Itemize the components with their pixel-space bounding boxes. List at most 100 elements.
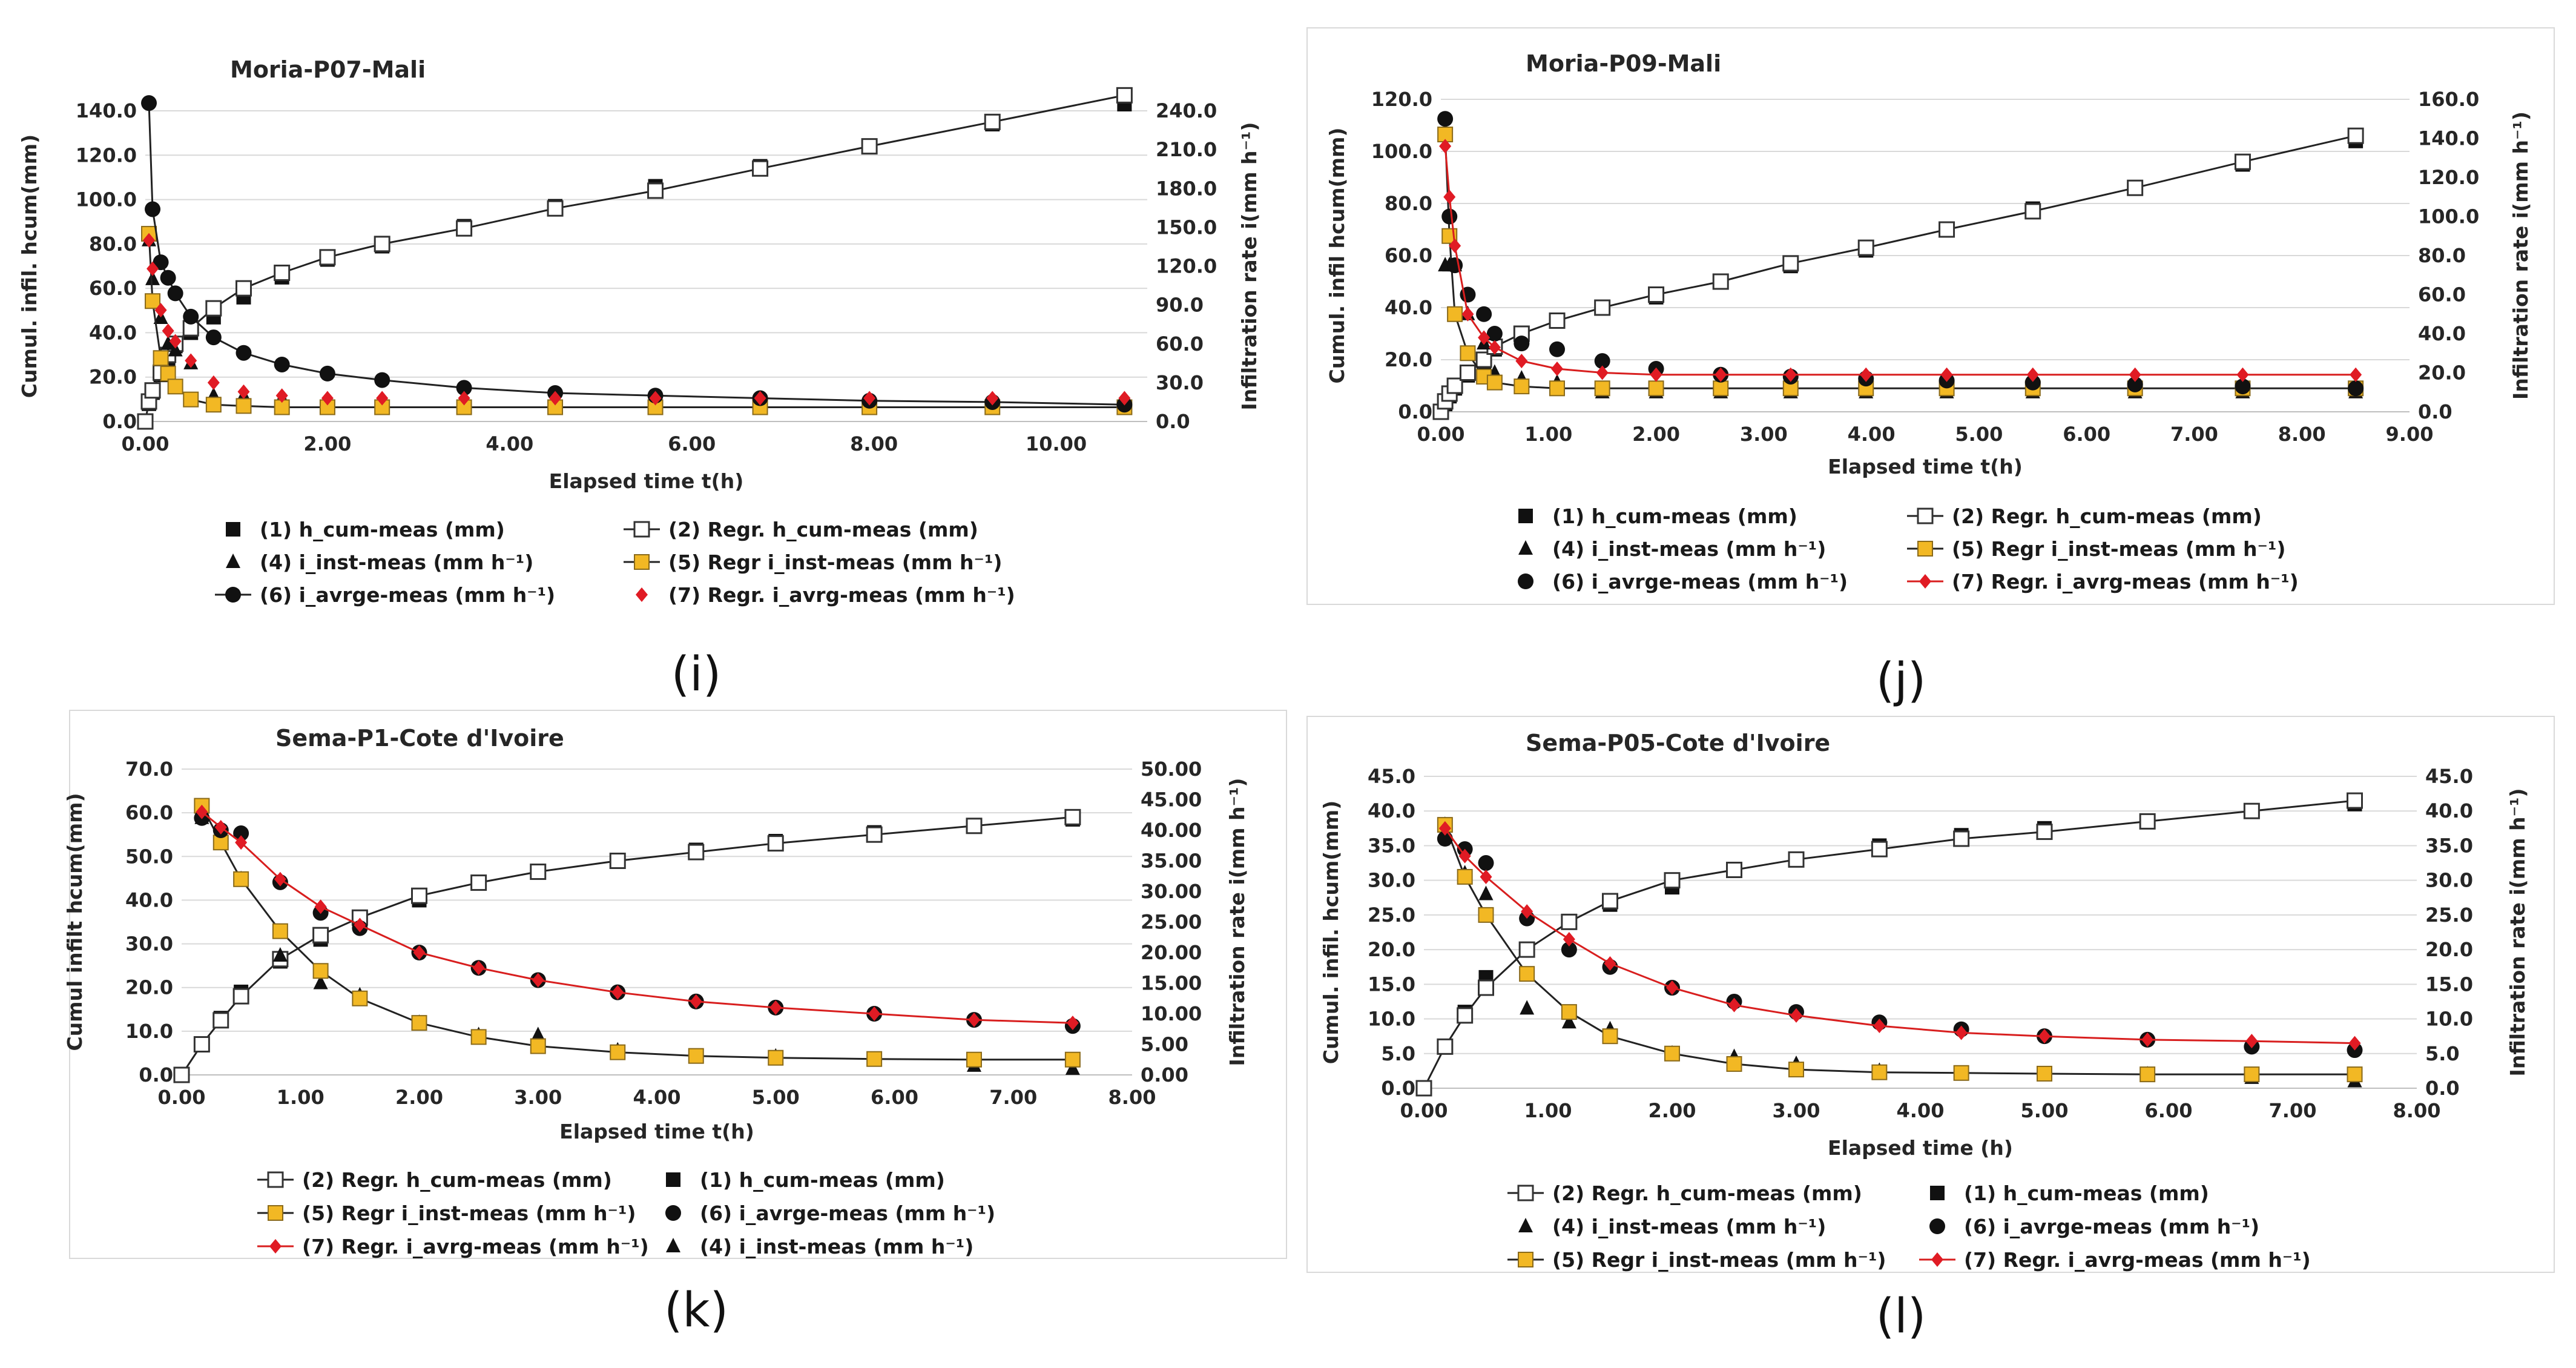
x-tick-label: 6.00 bbox=[2145, 1099, 2193, 1122]
legend-marker bbox=[226, 553, 240, 568]
data-point bbox=[1726, 862, 1742, 878]
data-point bbox=[1457, 1007, 1474, 1024]
data-point bbox=[1955, 1025, 1968, 1040]
legend-marker bbox=[269, 1239, 282, 1254]
series-s6 bbox=[141, 95, 1133, 413]
y-left-tick-label: 40.0 bbox=[1368, 799, 1415, 822]
y-left-tick-label: 60.0 bbox=[1385, 244, 1432, 267]
y-right-tick-label: 25.00 bbox=[1141, 911, 1202, 934]
legend-marker bbox=[1917, 541, 1933, 557]
x-tick-label: 3.00 bbox=[514, 1086, 562, 1109]
legend-item: (5) Regr i_inst-meas (mm h⁻¹) bbox=[257, 1201, 636, 1225]
series-s1 bbox=[138, 97, 1132, 429]
legend-marker bbox=[1917, 507, 1934, 524]
legend-marker bbox=[634, 554, 650, 570]
data-point bbox=[160, 269, 176, 286]
legend-marker bbox=[1517, 1185, 1534, 1201]
data-point bbox=[411, 1015, 427, 1031]
y-right-tick-label: 60.0 bbox=[2418, 283, 2466, 306]
chart-panel-1: 0.0 20.0 40.0 60.0 80.0 100.0 120.0 0.0 20.0 40.0… bbox=[1306, 27, 2555, 708]
data-point bbox=[1437, 1038, 1454, 1055]
x-tick-label: 4.00 bbox=[486, 432, 533, 455]
data-point bbox=[1713, 380, 1729, 397]
data-point bbox=[2234, 153, 2251, 170]
data-point bbox=[2024, 203, 2041, 220]
legend-label: (4) i_inst-meas (mm h⁻¹) bbox=[260, 550, 533, 574]
data-point bbox=[868, 1006, 881, 1021]
y-right-tick-label: 10.00 bbox=[1141, 1002, 1202, 1025]
data-point bbox=[1594, 353, 1610, 369]
y-right-tick-label: 30.0 bbox=[2425, 869, 2473, 892]
y-left-axis-label: Cumul. infil. hcum(mm) bbox=[1319, 801, 1343, 1064]
legend-label: (4) i_inst-meas (mm h⁻¹) bbox=[1552, 537, 1826, 561]
panel-label: (l) bbox=[1876, 1289, 1926, 1344]
data-point bbox=[866, 1051, 883, 1067]
data-point bbox=[1784, 367, 1797, 382]
legend-label: (6) i_avrge-meas (mm h⁻¹) bbox=[1964, 1215, 2259, 1238]
legend-marker bbox=[1518, 1252, 1533, 1267]
data-point bbox=[2347, 1066, 2363, 1083]
legend-item: (4) i_inst-meas (mm h⁻¹) bbox=[666, 1235, 973, 1258]
data-point bbox=[611, 985, 624, 1000]
y-right-tick-label: 0.0 bbox=[2418, 400, 2452, 423]
legend-item: (5) Regr i_inst-meas (mm h⁻¹) bbox=[1907, 537, 2285, 561]
series-s7 bbox=[1439, 139, 2362, 382]
data-point bbox=[767, 835, 784, 852]
x-tick-label: 8.00 bbox=[2393, 1099, 2441, 1122]
y-right-tick-label: 15.00 bbox=[1141, 972, 1202, 995]
y-left-tick-label: 120.0 bbox=[76, 144, 137, 167]
data-point bbox=[2036, 824, 2053, 841]
legend: (1) h_cum-meas (mm) (2) Regr. h_cum-meas … bbox=[215, 518, 1015, 607]
data-point bbox=[2127, 179, 2144, 196]
y-right-tick-label: 120.0 bbox=[1156, 255, 1217, 278]
legend-marker bbox=[666, 1172, 680, 1187]
data-point bbox=[1065, 1060, 1080, 1075]
data-point bbox=[314, 899, 327, 914]
data-point bbox=[861, 138, 878, 155]
data-point bbox=[1549, 380, 1565, 397]
y-right-tick-label: 0.00 bbox=[1141, 1063, 1188, 1086]
legend-label: (2) Regr. h_cum-meas (mm) bbox=[1952, 504, 2262, 528]
y-right-tick-label: 10.0 bbox=[2425, 1008, 2473, 1031]
data-point bbox=[1561, 942, 1577, 958]
x-tick-label: 4.00 bbox=[633, 1086, 681, 1109]
y-left-tick-label: 35.0 bbox=[1368, 834, 1415, 857]
data-point bbox=[2026, 367, 2039, 382]
data-point bbox=[690, 994, 702, 1009]
panel-frame bbox=[69, 710, 1287, 1259]
chart-panel-2: 0.0 10.0 20.0 30.0 40.0 50.0 60.0 70.0 0.00 5.00 1… bbox=[63, 710, 1287, 1338]
x-tick-label: 4.00 bbox=[1897, 1099, 1945, 1122]
legend: (1) h_cum-meas (mm) (2) Regr. h_cum-meas … bbox=[1518, 504, 2299, 593]
legend-item: (4) i_inst-meas (mm h⁻¹) bbox=[1518, 537, 1826, 561]
legend-item: (6) i_avrge-meas (mm h⁻¹) bbox=[215, 583, 555, 607]
data-point bbox=[207, 375, 220, 390]
data-point bbox=[1118, 391, 1131, 406]
data-point bbox=[145, 201, 161, 217]
data-point bbox=[352, 990, 368, 1006]
series-s2 bbox=[1415, 792, 2363, 1097]
data-point bbox=[1648, 380, 1664, 397]
y-right-axis-label: Infiltration rate i(mm h⁻¹) bbox=[2509, 111, 2532, 400]
legend-item: (1) h_cum-meas (mm) bbox=[1518, 504, 1797, 528]
x-tick-label: 7.00 bbox=[989, 1086, 1037, 1109]
data-point bbox=[1478, 855, 1494, 871]
data-point bbox=[1458, 848, 1471, 864]
series-s5 bbox=[194, 798, 1081, 1068]
legend-item: (2) Regr. h_cum-meas (mm) bbox=[1507, 1181, 1862, 1205]
x-axis-label: Elapsed time t(h) bbox=[559, 1120, 754, 1143]
x-tick-label: 2.00 bbox=[1632, 423, 1680, 446]
data-point bbox=[1873, 1019, 1886, 1033]
data-point bbox=[275, 388, 288, 403]
data-point bbox=[1521, 904, 1533, 919]
legend-label: (2) Regr. h_cum-meas (mm) bbox=[668, 518, 978, 541]
data-point bbox=[145, 293, 161, 309]
y-left-tick-label: 60.0 bbox=[89, 277, 137, 300]
data-point bbox=[768, 1049, 784, 1066]
legend-marker bbox=[1518, 509, 1533, 523]
data-point bbox=[1563, 931, 1575, 947]
legend-label: (5) Regr i_inst-meas (mm h⁻¹) bbox=[302, 1201, 636, 1225]
data-point bbox=[1480, 869, 1492, 884]
data-point bbox=[2038, 1029, 2051, 1044]
data-point bbox=[1064, 1051, 1081, 1068]
y-right-tick-label: 140.0 bbox=[2418, 127, 2479, 150]
